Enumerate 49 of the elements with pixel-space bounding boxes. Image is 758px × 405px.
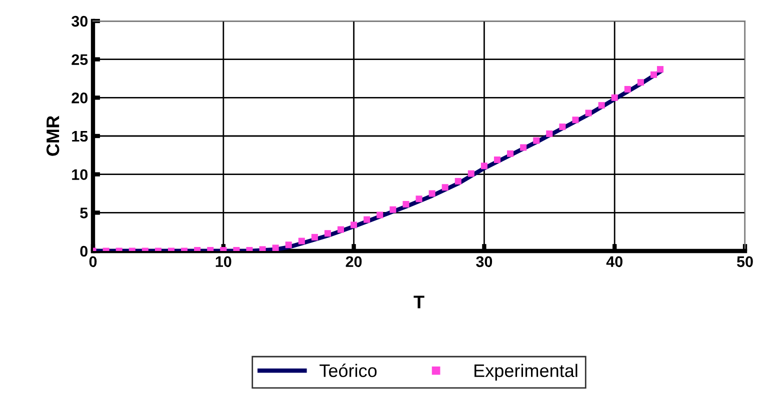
y-tick-label: 15 <box>72 131 88 142</box>
point <box>428 190 436 197</box>
point <box>350 222 358 228</box>
point <box>494 156 500 164</box>
y-tick-label: 5 <box>80 208 88 218</box>
x-tick-label: 40 <box>606 256 622 268</box>
point <box>298 238 305 244</box>
point <box>480 162 488 170</box>
point <box>416 196 422 202</box>
point <box>656 66 664 73</box>
y-axis-title: CMR <box>46 116 60 156</box>
legend-label: Experimental <box>474 364 578 381</box>
point <box>324 230 331 237</box>
point <box>390 206 396 213</box>
point <box>311 234 318 240</box>
y-tick-label: 0 <box>80 246 88 257</box>
point <box>285 242 292 248</box>
point <box>650 71 657 78</box>
point <box>454 178 462 184</box>
x-tick-label: 20 <box>346 256 362 268</box>
point <box>624 86 631 92</box>
point <box>546 130 553 137</box>
point <box>364 216 370 223</box>
x-tick-label: 10 <box>216 256 232 268</box>
point <box>402 200 410 208</box>
x-tick-label: 30 <box>476 256 492 268</box>
point <box>442 184 448 191</box>
point <box>376 212 384 218</box>
y-tick-label: 10 <box>72 169 88 180</box>
x-tick-label: 0 <box>89 256 97 268</box>
y-tick-label: 25 <box>72 54 88 66</box>
point <box>611 94 618 101</box>
point <box>585 110 592 116</box>
point <box>272 244 279 251</box>
point <box>533 137 540 144</box>
point <box>507 150 514 157</box>
x-axis-title: T <box>414 296 424 308</box>
y-tick-label: 20 <box>72 92 88 104</box>
point <box>559 124 566 130</box>
point <box>637 79 644 86</box>
y-tick-label: 30 <box>72 16 88 27</box>
point <box>468 170 474 177</box>
point <box>520 144 527 151</box>
legend-label: Teórico <box>320 364 377 378</box>
point <box>572 116 579 124</box>
x-tick-label: 50 <box>736 256 753 268</box>
point <box>598 102 605 109</box>
point <box>259 246 266 251</box>
point <box>338 226 344 233</box>
